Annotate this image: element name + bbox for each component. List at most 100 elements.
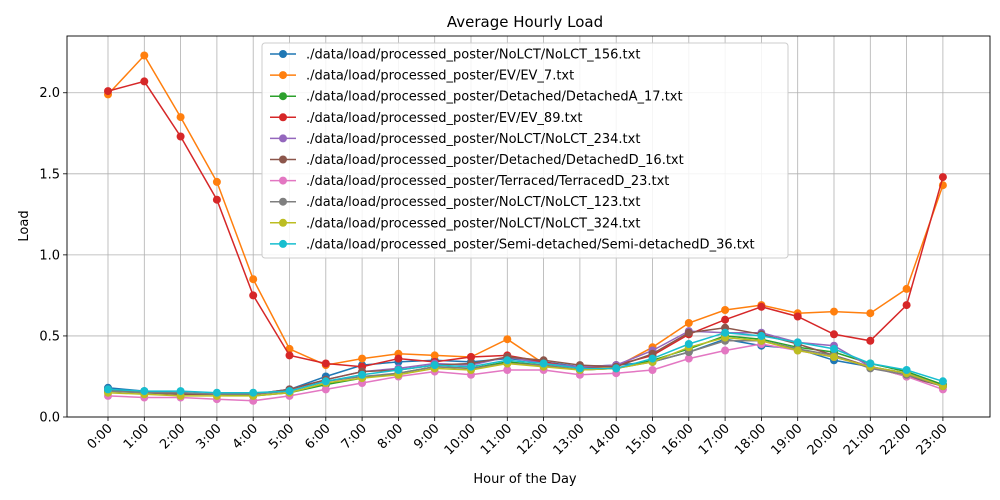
data-point	[249, 388, 258, 397]
data-point	[358, 354, 367, 363]
data-point	[575, 364, 584, 373]
series-line	[107, 340, 944, 396]
series-5	[104, 327, 947, 399]
legend-label: ./data/load/processed_poster/Detached/De…	[306, 153, 684, 168]
legend-item: ./data/load/processed_poster/Detached/De…	[270, 153, 684, 168]
legend-marker	[279, 113, 287, 122]
legend-marker	[279, 239, 287, 248]
legend-box	[261, 42, 789, 259]
x-tick-label: 15:00	[623, 421, 660, 458]
data-point	[249, 291, 258, 300]
x-tick-label: 20:00	[805, 421, 842, 458]
x-tick-label: 11:00	[478, 421, 515, 458]
legend-marker	[279, 134, 287, 143]
x-tick-label: 14:00	[587, 421, 624, 458]
data-point	[176, 113, 185, 122]
x-tick-label: 13:00	[551, 421, 588, 458]
data-point	[212, 388, 221, 397]
legend-label: ./data/load/processed_poster/Detached/De…	[306, 90, 683, 105]
data-point	[104, 385, 112, 394]
x-tick-label: 17:00	[696, 421, 733, 458]
chart-title: Average Hourly Load	[447, 13, 603, 31]
legend-marker	[279, 50, 287, 58]
legend-item: ./data/load/processed_poster/NoLCT/NoLCT…	[270, 195, 640, 210]
series-6	[104, 323, 947, 399]
x-axis-label: Hour of the Day	[473, 472, 577, 487]
series-10	[104, 328, 947, 397]
x-tick-label: 10:00	[442, 421, 479, 458]
data-point	[721, 346, 730, 355]
data-point	[249, 275, 258, 284]
data-point	[684, 328, 693, 337]
legend-item: ./data/load/processed_poster/EV/EV_7.txt	[270, 69, 574, 84]
legend-item: ./data/load/processed_poster/NoLCT/NoLCT…	[270, 48, 640, 63]
data-point	[394, 366, 403, 374]
legend-item: ./data/load/processed_poster/NoLCT/NoLCT…	[270, 132, 640, 147]
y-tick-label: 1.0	[39, 248, 60, 263]
plot-frame	[66, 35, 991, 418]
x-tick-label: 23:00	[914, 421, 951, 458]
x-tick-label: 16:00	[660, 421, 697, 458]
data-point	[757, 302, 766, 311]
x-tick-label: 8:00	[375, 421, 406, 452]
x-tick-label: 3:00	[193, 421, 224, 452]
series-line	[107, 327, 944, 396]
legend-marker	[279, 92, 287, 101]
data-point	[830, 353, 838, 361]
series-line	[107, 330, 944, 396]
data-point	[467, 362, 475, 371]
x-tick-label: 2:00	[157, 421, 188, 452]
data-point	[503, 356, 512, 365]
legend-marker	[279, 71, 287, 80]
legend-item: ./data/load/processed_poster/Detached/De…	[270, 90, 683, 105]
series-line	[107, 54, 944, 370]
data-point	[321, 385, 330, 394]
data-point	[321, 377, 330, 386]
x-tick-label: 22:00	[877, 421, 914, 458]
data-point	[467, 353, 475, 361]
data-point	[140, 51, 149, 60]
data-point	[648, 366, 657, 374]
data-point	[358, 370, 367, 379]
data-point	[866, 359, 875, 368]
legend-label: ./data/load/processed_poster/EV/EV_89.tx…	[306, 111, 583, 126]
x-tick-label: 9:00	[411, 421, 442, 452]
legend-label: ./data/load/processed_poster/NoLCT/NoLCT…	[306, 132, 640, 147]
x-tick-label: 12:00	[514, 421, 551, 458]
legend-label: ./data/load/processed_poster/EV/EV_7.txt	[306, 69, 574, 84]
legend-item: ./data/load/processed_poster/Terraced/Te…	[270, 174, 669, 189]
legend-marker	[279, 197, 287, 206]
data-point	[721, 328, 730, 337]
x-tick-label: 18:00	[732, 421, 769, 458]
series-line	[107, 331, 944, 394]
y-tick-label: 0.5	[39, 329, 60, 344]
y-tick-label: 0.0	[39, 411, 60, 426]
data-point	[902, 301, 911, 310]
data-point	[212, 177, 221, 186]
x-tick-label: 0:00	[85, 421, 116, 452]
legend-label: ./data/load/processed_poster/Terraced/Te…	[306, 174, 669, 189]
data-point	[176, 387, 185, 396]
data-point	[902, 284, 911, 293]
x-tick-label: 6:00	[302, 421, 333, 452]
y-tick-label: 1.5	[39, 167, 60, 182]
data-point	[285, 387, 294, 396]
legend-marker	[279, 176, 287, 185]
data-point	[866, 309, 875, 318]
legend-label: ./data/load/processed_poster/NoLCT/NoLCT…	[306, 195, 640, 210]
data-point	[830, 330, 838, 339]
data-point	[721, 306, 730, 314]
series-group	[104, 51, 947, 405]
legend-label: ./data/load/processed_poster/Semi-detach…	[306, 237, 755, 252]
legend-item: ./data/load/processed_poster/NoLCT/NoLCT…	[270, 216, 640, 231]
data-point	[140, 387, 149, 396]
legend-item: ./data/load/processed_poster/EV/EV_89.tx…	[270, 111, 583, 126]
data-point	[285, 351, 294, 360]
data-point	[394, 354, 403, 363]
data-point	[430, 361, 439, 370]
legend-marker	[279, 155, 287, 164]
data-point	[648, 354, 657, 363]
data-point	[721, 315, 730, 324]
x-tick-label: 21:00	[841, 421, 878, 458]
series-line	[107, 336, 944, 397]
